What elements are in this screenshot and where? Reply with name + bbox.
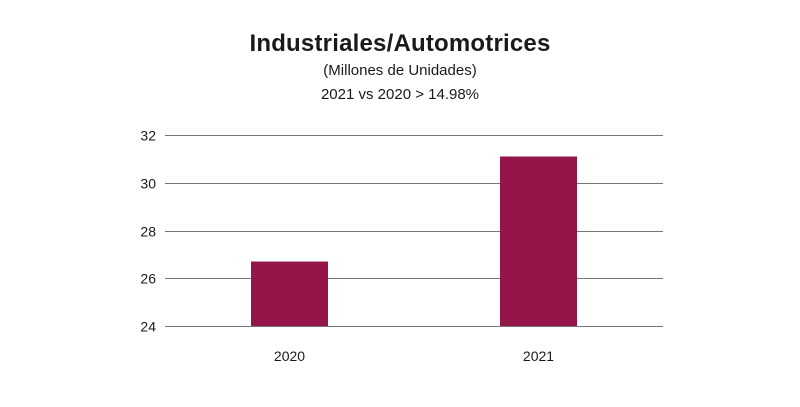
gridlines: [165, 135, 663, 327]
x-category-label: 2020: [274, 348, 305, 364]
x-axis: 2020 2021: [274, 348, 554, 364]
bars: [251, 156, 577, 326]
y-tick-label: 24: [140, 319, 156, 335]
y-axis: 24 26 28 30 32: [140, 128, 156, 335]
chart-title: Industriales/Automotrices: [249, 30, 551, 57]
bar-2020: [251, 261, 328, 326]
y-tick-label: 32: [140, 128, 156, 144]
x-category-label: 2021: [523, 348, 554, 364]
y-tick-label: 30: [140, 176, 156, 192]
y-tick-label: 26: [140, 271, 156, 287]
bar-2021: [500, 156, 577, 326]
y-tick-label: 28: [140, 224, 156, 240]
chart-annotation: 2021 vs 2020 > 14.98%: [320, 86, 480, 103]
chart-subtitle: (Millones de Unidades): [323, 62, 477, 79]
